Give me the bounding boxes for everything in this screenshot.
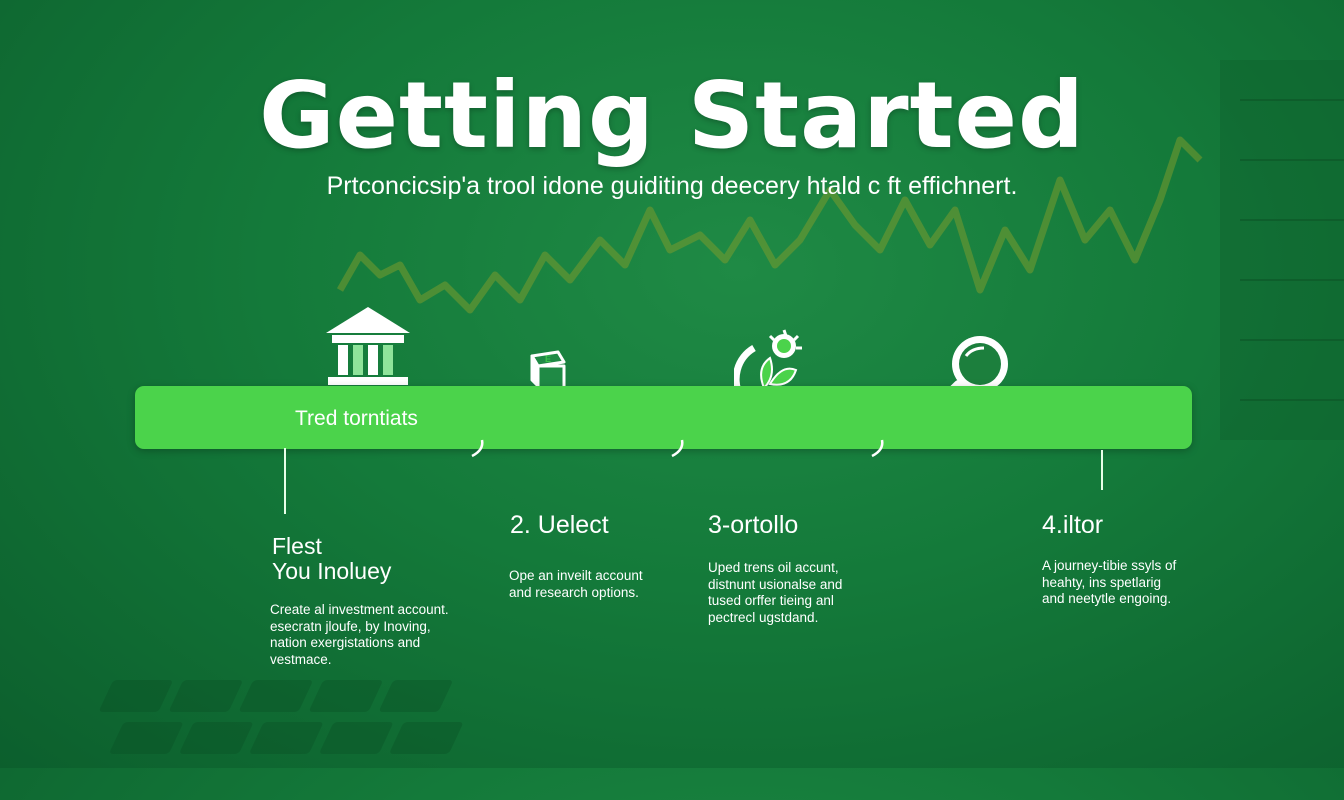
step-2-description: Ope an inveilt account and research opti… [509, 568, 643, 601]
step-1-title: Flest You Inoluey [272, 533, 391, 585]
step-2-desc-line: Ope an inveilt account [509, 568, 643, 583]
step-2-desc-line: and research options. [509, 584, 639, 600]
step-1-connector [284, 448, 286, 514]
step-1-desc-line: Create al investment account. [270, 602, 449, 617]
step-1-title-line1: Flest [272, 533, 322, 559]
step-4-desc-line: and neetytle engoing. [1042, 591, 1172, 606]
step-4-description: A journey-tibie ssyls of heahty, ins spe… [1042, 558, 1176, 608]
background-keyboard [57, 660, 642, 800]
step-3-desc-line: tused orffer tieing anl [708, 593, 834, 608]
timeline-bar: Tred torntiats [135, 386, 1192, 449]
step-4-connector [1101, 450, 1103, 490]
step-3-marker [671, 439, 684, 458]
timeline-bar-label: Tred torntiats [295, 407, 418, 430]
step-1-desc-line: esecratn jloufe, by Inoving, [270, 618, 431, 634]
bank-icon [322, 305, 414, 398]
step-4-desc-line: heahty, ins spetlarig [1042, 574, 1162, 590]
step-4-desc-line: A journey-tibie ssyls of [1042, 558, 1177, 573]
step-1-desc-line: vestmace. [270, 651, 332, 667]
step-3-desc-line: Uped trens oil accunt, [708, 560, 839, 575]
step-4-title: 4.iltor [1042, 511, 1104, 539]
page-subtitle: Prtconcicsip'a trool idone guiditing dee… [326, 172, 1018, 200]
step-1-desc-line: nation exergistations and [270, 635, 421, 650]
step-4-marker [871, 439, 884, 458]
step-3-description: Uped trens oil accunt, distnunt usionals… [708, 560, 842, 626]
step-3-desc-line: pectrecl ugstdand. [708, 609, 819, 625]
page-title: Getting Started [259, 62, 1085, 169]
step-3-desc-line: distnunt usionalse and [708, 576, 843, 592]
step-3-title: 3-ortollo [708, 511, 799, 539]
svg-text:E: E [545, 354, 551, 364]
step-2-title: 2. Uelect [510, 511, 609, 539]
step-2-marker [471, 439, 484, 458]
step-1-description: Create al investment account. esecratn j… [270, 602, 449, 668]
step-1-title-line2: You Inoluey [272, 558, 392, 584]
